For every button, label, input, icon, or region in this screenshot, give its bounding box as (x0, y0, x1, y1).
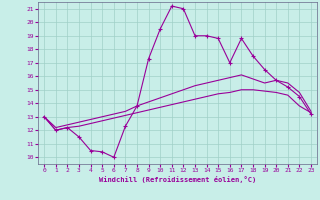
X-axis label: Windchill (Refroidissement éolien,°C): Windchill (Refroidissement éolien,°C) (99, 176, 256, 183)
